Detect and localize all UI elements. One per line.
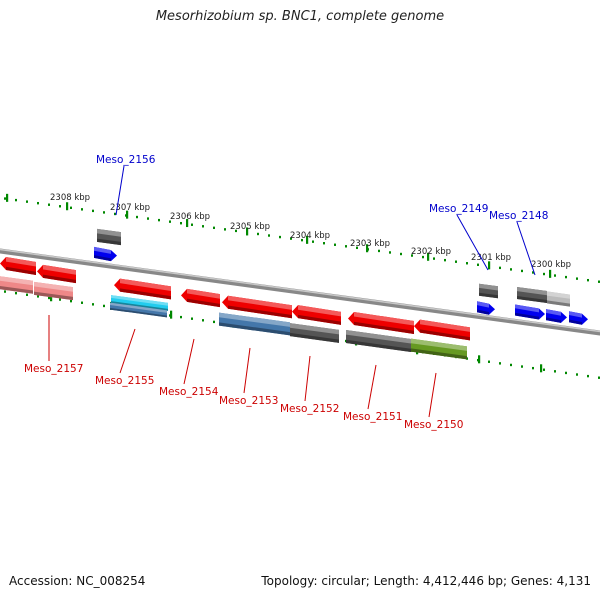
cds-meso-2149-annotation[interactable] — [479, 284, 498, 299]
genome-track-diagram: 2308 kbp 2307 kbp 2306 kbp 2305 kbp 2304 kbp… — [0, 0, 600, 600]
gene-meso-2158[interactable] — [0, 257, 36, 275]
scale-label: 2301 kbp — [471, 253, 511, 263]
scale-label: 2300 kbp — [531, 260, 571, 270]
reverse-gene-label[interactable]: Meso_2152 — [280, 403, 339, 415]
gene-label-leader — [244, 348, 250, 393]
gene-meso-2155[interactable] — [114, 279, 171, 300]
gene-label-leader — [120, 329, 135, 373]
gene-meso-2156[interactable] — [94, 247, 117, 261]
genome-map: 2308 kbp 2307 kbp 2306 kbp 2305 kbp 2304 kbp… — [0, 0, 600, 600]
accession-label: Accession: NC_008254 — [9, 574, 145, 588]
scale-label: 2306 kbp — [170, 212, 210, 222]
genome-backbone — [0, 251, 600, 333]
reverse-gene-label[interactable]: Meso_2157 — [24, 363, 83, 375]
gene-label-leader — [184, 339, 194, 384]
gene-meso-2157[interactable] — [37, 265, 76, 283]
gene-meso-2151[interactable] — [348, 312, 414, 334]
gene-label-leader — [305, 356, 310, 401]
page-title: Mesorhizobium sp. BNC1, complete genome — [0, 9, 600, 24]
reverse-gene-label[interactable]: Meso_2155 — [95, 375, 154, 387]
gene-meso-2154[interactable] — [181, 289, 220, 307]
gene-meso-2150[interactable] — [414, 320, 470, 341]
gene-meso-2148[interactable] — [515, 304, 545, 319]
gene-label-leader — [368, 365, 376, 409]
scale-label: 2307 kbp — [110, 203, 150, 213]
cds-meso-2156-annotation[interactable] — [97, 229, 121, 245]
cds-meso-2150-annotation[interactable] — [411, 339, 467, 360]
reverse-gene-label[interactable]: Meso_2154 — [159, 386, 219, 398]
cds-meso-2157-annotation[interactable] — [34, 282, 73, 300]
cds-meso-2148-annotation-a[interactable] — [517, 287, 547, 303]
cds-meso-2151-annotation[interactable] — [346, 330, 411, 352]
reverse-gene-label[interactable]: Meso_2153 — [219, 395, 278, 407]
topology-stats: Topology: circular; Length: 4,412,446 bp… — [261, 574, 591, 588]
gene-meso-2149[interactable] — [477, 301, 495, 314]
reverse-gene-label[interactable]: Meso_2150 — [404, 419, 463, 431]
cds-meso-2148-annotation-b[interactable] — [547, 291, 570, 306]
scale-label: 2303 kbp — [350, 239, 390, 249]
gene-meso-2152[interactable] — [292, 305, 341, 325]
forward-gene-label[interactable]: Meso_2148 — [489, 210, 548, 222]
forward-gene-label[interactable]: Meso_2149 — [429, 203, 488, 215]
reverse-gene-label[interactable]: Meso_2151 — [343, 411, 402, 423]
scale-label: 2308 kbp — [50, 193, 90, 203]
forward-gene-label[interactable]: Meso_2156 — [96, 154, 156, 166]
scale-label: 2304 kbp — [290, 231, 330, 241]
gene-meso-2146[interactable] — [569, 311, 588, 325]
gene-meso-2147[interactable] — [546, 309, 567, 323]
scale-label: 2302 kbp — [411, 247, 451, 257]
gene-label-leader — [517, 222, 535, 275]
scale-label: 2305 kbp — [230, 222, 270, 232]
gene-label-leader — [429, 373, 436, 417]
cds-meso-2152-annotation[interactable] — [290, 323, 339, 343]
